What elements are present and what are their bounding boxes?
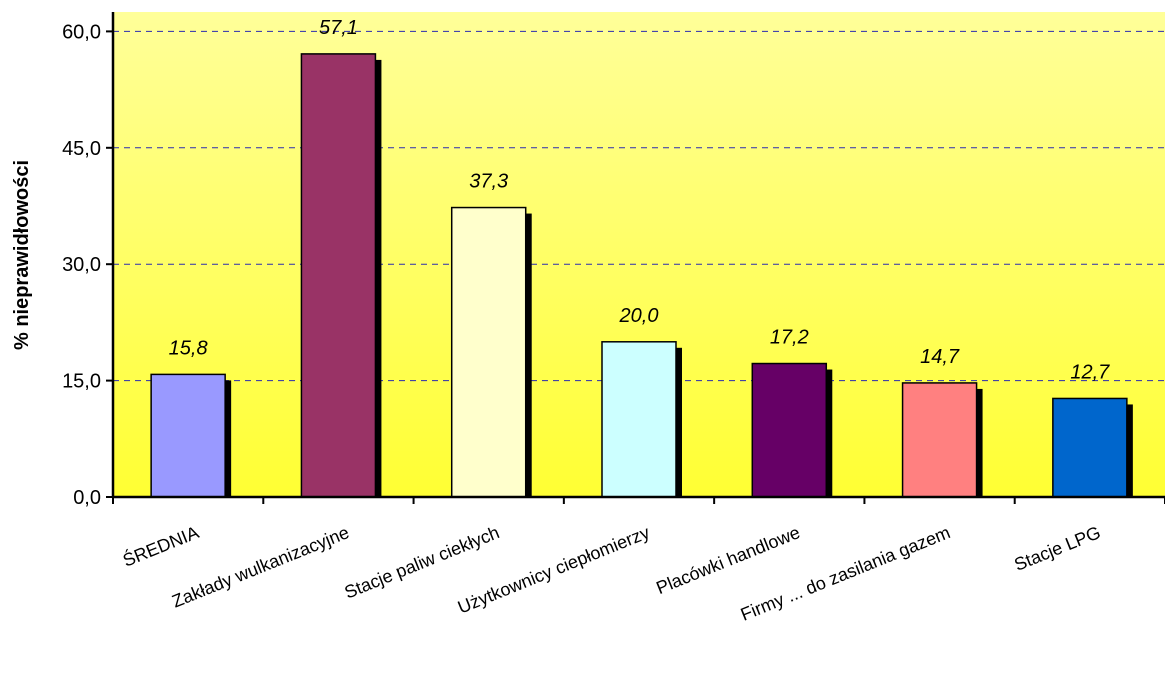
bar-value-label: 17,2 xyxy=(770,327,809,349)
axes xyxy=(106,12,1165,504)
bar-value-label: 20,0 xyxy=(619,305,659,327)
bar xyxy=(300,53,377,498)
y-tick-label: 45,0 xyxy=(62,138,101,160)
x-category-label: ŚREDNIA xyxy=(120,521,202,570)
bar xyxy=(1052,397,1128,498)
x-category-label: Stacje LPG xyxy=(1011,522,1103,575)
bar xyxy=(450,206,527,498)
bar-value-label: 12,7 xyxy=(1070,361,1110,383)
bar xyxy=(601,341,677,498)
bar-value-label: 14,7 xyxy=(920,346,960,368)
bar-value-label: 57,1 xyxy=(319,17,358,39)
bar-value-label: 37,3 xyxy=(469,171,508,193)
y-tick-label: 15,0 xyxy=(62,371,101,393)
x-category-label: Placówki handlowe xyxy=(653,522,802,598)
bar xyxy=(150,373,226,498)
bar xyxy=(901,382,978,498)
bar xyxy=(751,362,828,498)
bars xyxy=(150,53,1133,498)
bar-value-label: 15,8 xyxy=(169,337,208,359)
y-tick-label: 0,0 xyxy=(73,487,101,509)
y-tick-label: 60,0 xyxy=(62,21,101,43)
y-axis-title: % nieprawidłowości xyxy=(11,160,33,350)
y-tick-label: 30,0 xyxy=(62,254,101,276)
